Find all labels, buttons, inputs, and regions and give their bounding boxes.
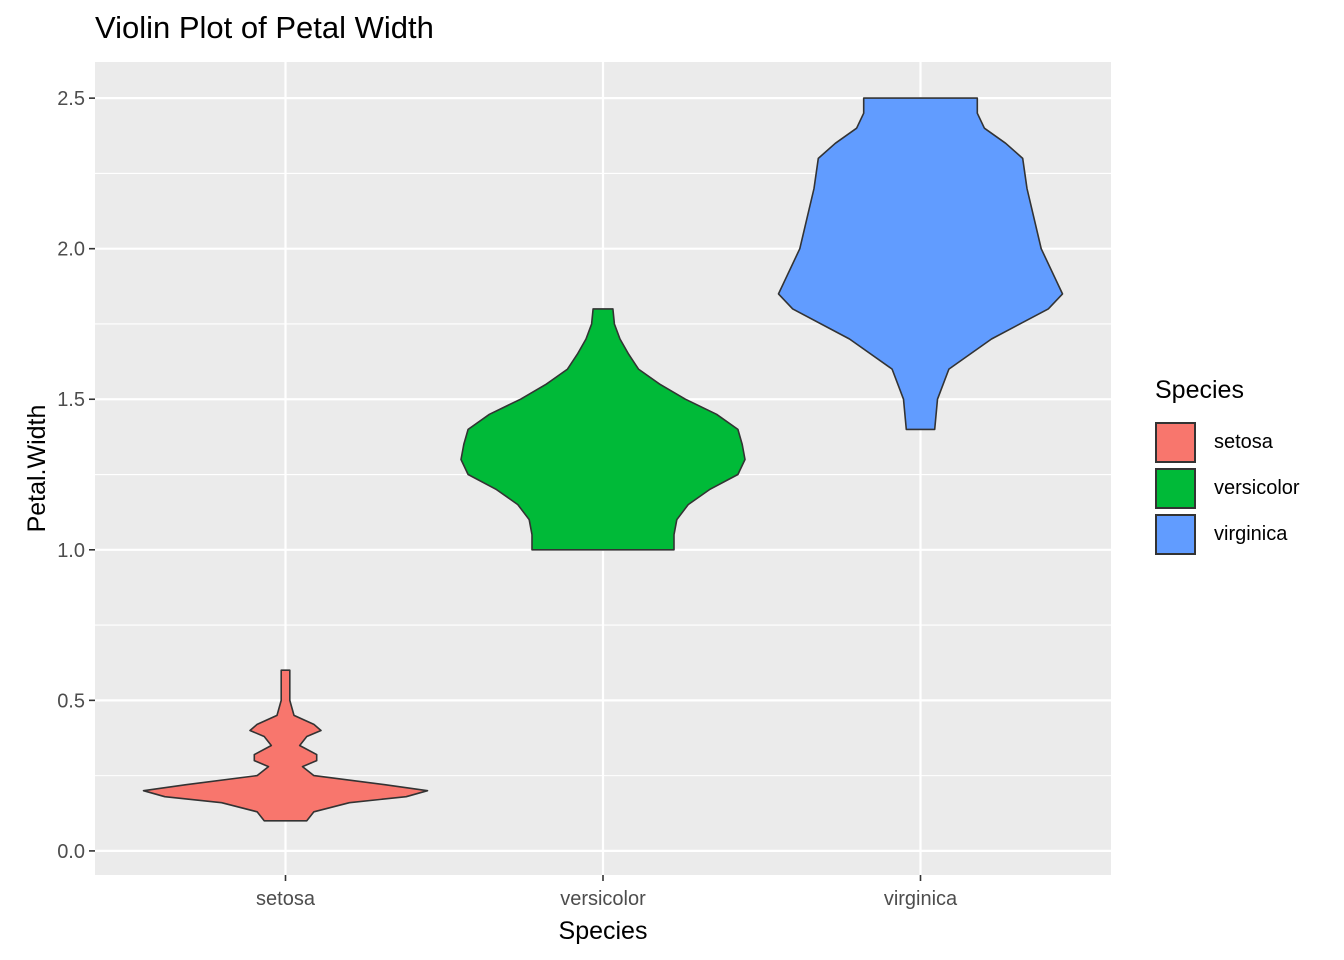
y-tick-label: 1.5 <box>57 389 85 411</box>
legend-item-virginica: virginica <box>1155 511 1300 557</box>
legend-title: Species <box>1155 376 1244 404</box>
violins <box>142 97 1064 822</box>
legend-items: setosa versicolor virginica <box>1155 419 1300 557</box>
legend-label: versicolor <box>1214 476 1300 499</box>
legend-item-setosa: setosa <box>1155 419 1300 465</box>
x-axis-title: Species <box>559 917 648 945</box>
y-tick-label: 2.5 <box>57 88 85 110</box>
axis-ticks <box>89 97 922 881</box>
legend-item-versicolor: versicolor <box>1155 465 1300 511</box>
legend-label: setosa <box>1214 430 1273 453</box>
chart-title: Violin Plot of Petal Width <box>95 10 434 45</box>
legend-key-virginica <box>1155 513 1196 555</box>
violin-virginica <box>777 97 1064 431</box>
y-tick-label: 2.0 <box>57 239 85 261</box>
x-tick-label: versicolor <box>560 888 646 910</box>
y-tick-label: 1.0 <box>57 540 85 562</box>
x-tick-label: virginica <box>884 888 958 910</box>
x-tick-label: setosa <box>256 888 316 910</box>
legend: Species setosa versicolor virginica <box>1155 376 1300 557</box>
x-tick-labels: setosa versicolor virginica <box>256 888 958 910</box>
y-tick-labels: 0.0 0.5 1.0 1.5 2.0 2.5 <box>57 88 85 863</box>
y-tick-label: 0.5 <box>57 690 85 712</box>
violin-versicolor <box>460 308 746 551</box>
legend-label: virginica <box>1214 522 1288 545</box>
legend-key-setosa <box>1155 421 1196 463</box>
y-axis-title: Petal.Width <box>23 405 51 533</box>
violin-setosa <box>142 669 429 822</box>
y-tick-label: 0.0 <box>57 841 85 863</box>
legend-key-versicolor <box>1155 467 1196 509</box>
